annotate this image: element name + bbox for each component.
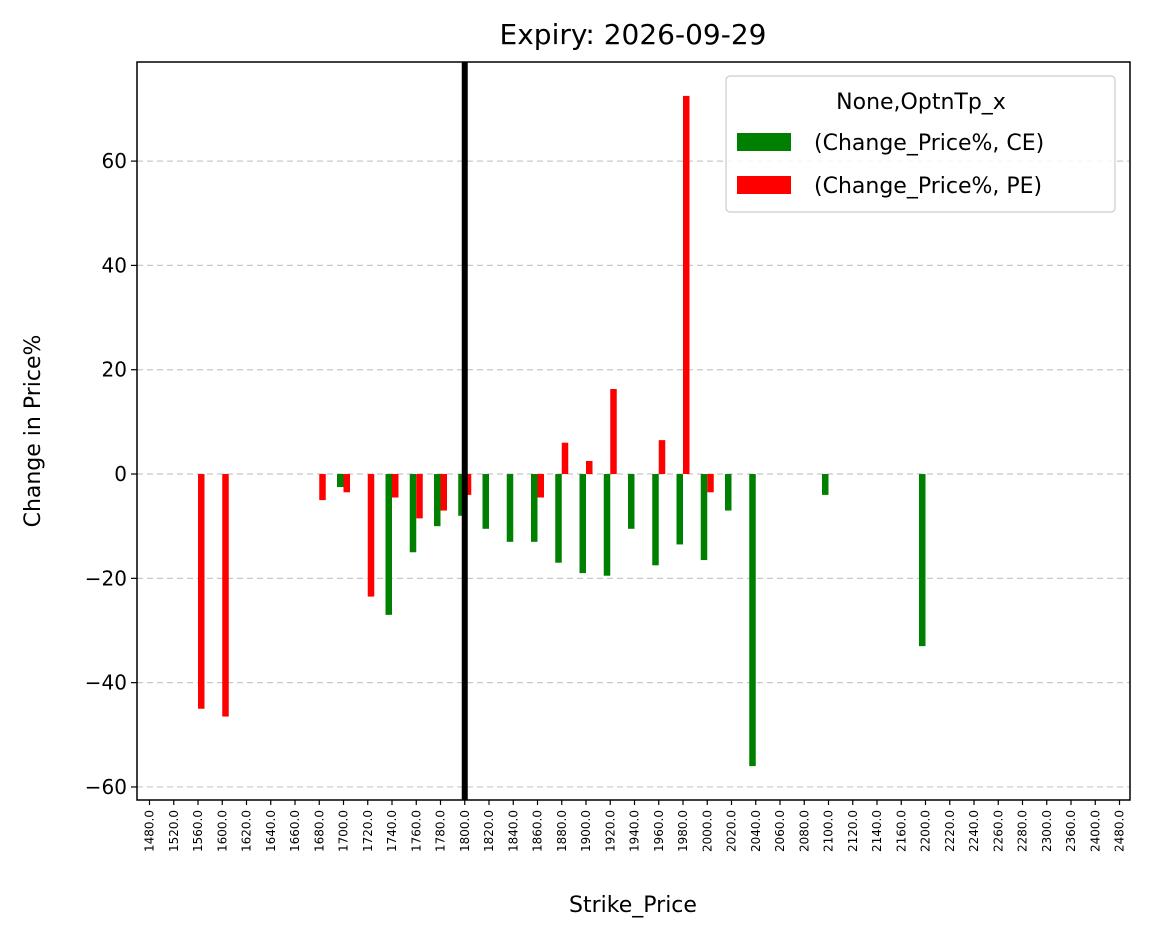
- x-tick-label: 2200.0: [919, 810, 933, 852]
- legend-swatch-pe: [737, 176, 791, 194]
- bar-ce: [652, 474, 659, 566]
- bar-pe: [610, 389, 617, 475]
- grid-lines: [137, 160, 1130, 788]
- x-tick-label: 1940.0: [628, 810, 642, 852]
- x-axis-ticks: 1480.0 1520.0 1560.0 1600.0 1620.0 1640.0 1660…: [143, 800, 1127, 852]
- legend-label-ce: (Change_Price%, CE): [814, 131, 1044, 156]
- x-tick-label: 1960.0: [652, 810, 666, 852]
- bars: [198, 95, 926, 767]
- bar-ce: [482, 474, 489, 529]
- bar-pe: [392, 474, 399, 498]
- y-tick-label: 20: [102, 358, 127, 382]
- bar-pe: [440, 474, 447, 511]
- x-tick-label: 1880.0: [555, 810, 569, 852]
- x-tick-label: 1700.0: [337, 810, 351, 852]
- bar-ce: [409, 474, 417, 553]
- x-tick-label: 2400.0: [1088, 810, 1102, 852]
- x-tick-label: 2040.0: [749, 810, 763, 852]
- x-tick-label: 2020.0: [725, 810, 739, 852]
- x-tick-label: 2480.0: [1113, 810, 1127, 852]
- x-tick-label: 1480.0: [143, 810, 157, 852]
- x-tick-label: 1640.0: [264, 810, 278, 852]
- y-tick-label: 60: [102, 149, 127, 173]
- bar-ce: [555, 474, 562, 563]
- bar-ce: [458, 474, 465, 516]
- y-tick-label: −60: [85, 775, 127, 799]
- x-tick-label: 2220.0: [943, 810, 957, 852]
- bar-ce: [725, 474, 732, 511]
- bar-pe: [464, 474, 472, 495]
- legend-swatch-ce: [737, 133, 791, 151]
- bar-pe: [586, 460, 593, 475]
- legend-label-pe: (Change_Price%, PE): [814, 174, 1042, 199]
- bar-ce: [749, 474, 756, 767]
- x-tick-label: 1860.0: [531, 810, 545, 852]
- x-tick-label: 1600.0: [215, 810, 229, 852]
- x-tick-label: 1780.0: [434, 810, 448, 852]
- bar-ce: [579, 474, 586, 574]
- bar-ce: [385, 474, 392, 615]
- x-tick-label: 1760.0: [409, 810, 423, 852]
- bar-ce: [700, 474, 708, 561]
- x-tick-label: 1800.0: [458, 810, 472, 852]
- y-tick-label: −40: [85, 671, 127, 695]
- x-tick-label: 1820.0: [482, 810, 496, 852]
- y-tick-label: −20: [85, 566, 127, 590]
- bar-pe: [222, 474, 229, 717]
- x-tick-label: 1720.0: [361, 810, 375, 852]
- x-tick-label: 2360.0: [1064, 810, 1078, 852]
- x-tick-label: 2160.0: [894, 810, 908, 852]
- bar-pe: [198, 474, 205, 709]
- bar-ce: [628, 474, 635, 529]
- x-tick-label: 1920.0: [603, 810, 617, 852]
- bar-ce: [919, 474, 926, 647]
- bar-ce: [676, 474, 683, 545]
- y-tick-label: 40: [102, 253, 127, 277]
- bar-ce: [337, 474, 344, 488]
- x-axis-label: Strike_Price: [569, 893, 697, 918]
- bar-pe: [319, 474, 326, 501]
- legend-title: None,OptnTp_x: [836, 90, 1006, 115]
- legend-box: [725, 75, 1116, 213]
- bar-pe: [416, 474, 423, 519]
- bar-pe: [367, 474, 375, 597]
- bar-pe: [683, 95, 690, 475]
- x-tick-label: 2120.0: [846, 810, 860, 852]
- x-tick-label: 2100.0: [822, 810, 836, 852]
- x-tick-label: 1660.0: [288, 810, 302, 852]
- y-tick-label: 0: [114, 462, 127, 486]
- x-tick-label: 2060.0: [773, 810, 787, 852]
- plot-frame: [136, 61, 1131, 801]
- bar-pe: [343, 474, 350, 493]
- x-tick-label: 2000.0: [700, 810, 714, 852]
- bar-ce: [822, 474, 829, 495]
- bar-ce: [506, 474, 514, 542]
- bar-pe: [537, 474, 544, 498]
- y-axis-label: Change in Price%: [21, 335, 46, 528]
- bar-ce: [531, 474, 538, 542]
- x-tick-label: 2140.0: [870, 810, 884, 852]
- bar-ce: [434, 474, 441, 527]
- x-tick-label: 1840.0: [506, 810, 520, 852]
- x-tick-label: 2260.0: [991, 810, 1005, 852]
- chart-title: Expiry: 2026-09-29: [500, 18, 767, 51]
- x-tick-label: 2240.0: [967, 810, 981, 852]
- x-tick-label: 1980.0: [676, 810, 690, 852]
- x-tick-label: 1740.0: [385, 810, 399, 852]
- bar-pe: [561, 442, 569, 475]
- bar-pe: [707, 474, 714, 493]
- bar-ce: [603, 474, 611, 576]
- bar-pe: [658, 440, 666, 475]
- x-tick-label: 1680.0: [312, 810, 326, 852]
- x-tick-label: 2280.0: [1016, 810, 1030, 852]
- x-tick-label: 1620.0: [240, 810, 254, 852]
- x-tick-label: 1520.0: [167, 810, 181, 852]
- x-tick-label: 2080.0: [797, 810, 811, 852]
- x-tick-label: 1560.0: [191, 810, 205, 852]
- y-axis-ticks: −60 −40 −20 0 20 40 60: [85, 149, 137, 799]
- legend: None,OptnTp_x (Change_Price%, CE) (Chang…: [725, 75, 1116, 213]
- x-tick-label: 1900.0: [579, 810, 593, 852]
- x-tick-label: 2300.0: [1040, 810, 1054, 852]
